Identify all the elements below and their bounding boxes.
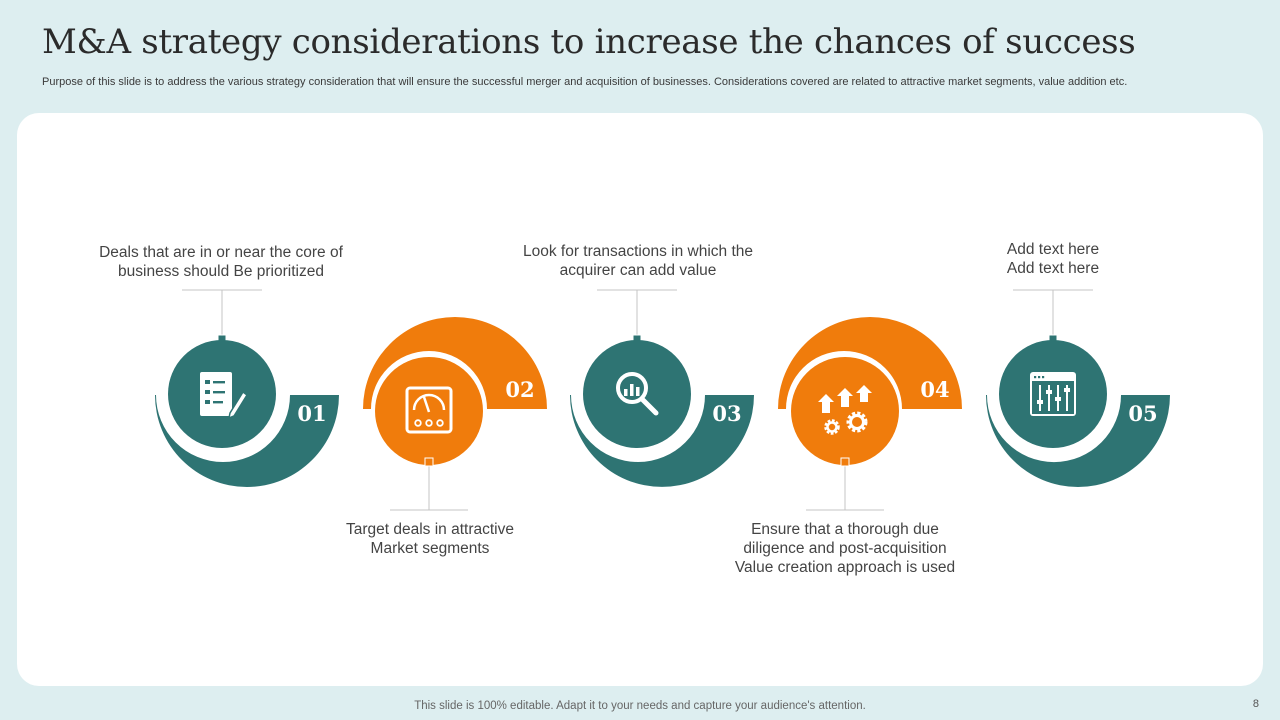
step-2-number: 02: [505, 377, 534, 402]
step-4-caption: Ensure that a thorough due diligence and…: [734, 521, 956, 576]
gears-growth-icon: [818, 385, 872, 435]
step-1-arc: [155, 395, 339, 487]
step-2-marker: [424, 457, 434, 467]
checklist-icon: [200, 372, 248, 420]
step-5: 05: [986, 289, 1170, 487]
step-1-caption: Deals that are in or near the core of bu…: [99, 244, 343, 280]
step-2-arc: [363, 317, 547, 409]
gauge-meter-icon: [405, 386, 453, 434]
step-3-arc: [570, 395, 754, 487]
step-3-caption: Look for transactions in which the acqui…: [522, 243, 754, 279]
step-4-arc: [778, 317, 962, 409]
magnifier-chart-icon: [616, 372, 659, 416]
step-3: 03: [570, 289, 754, 487]
step-4-circle: [791, 357, 899, 465]
step-4-number: 04: [920, 377, 949, 402]
step-2-caption: Target deals in attractive Market segmen…: [345, 521, 514, 557]
slide-footer: This slide is 100% editable. Adapt it to…: [414, 700, 866, 712]
step-5-number: 05: [1128, 401, 1157, 426]
slide-subtitle: Purpose of this slide is to address the …: [42, 76, 1128, 88]
control-sliders-icon: [1030, 372, 1076, 416]
step-3-number: 03: [712, 401, 741, 426]
step-1: 01: [155, 289, 339, 487]
step-1-number: 01: [297, 401, 326, 426]
step-5-arc: [986, 395, 1170, 487]
slide-title: M&A strategy considerations to increase …: [42, 22, 1136, 62]
step-4: 04: [778, 317, 962, 511]
step-2: 02: [363, 317, 547, 511]
step-4-marker: [840, 457, 850, 467]
page-number: 8: [1252, 698, 1259, 710]
step-5-caption: Add text here Add text here: [1006, 241, 1100, 277]
